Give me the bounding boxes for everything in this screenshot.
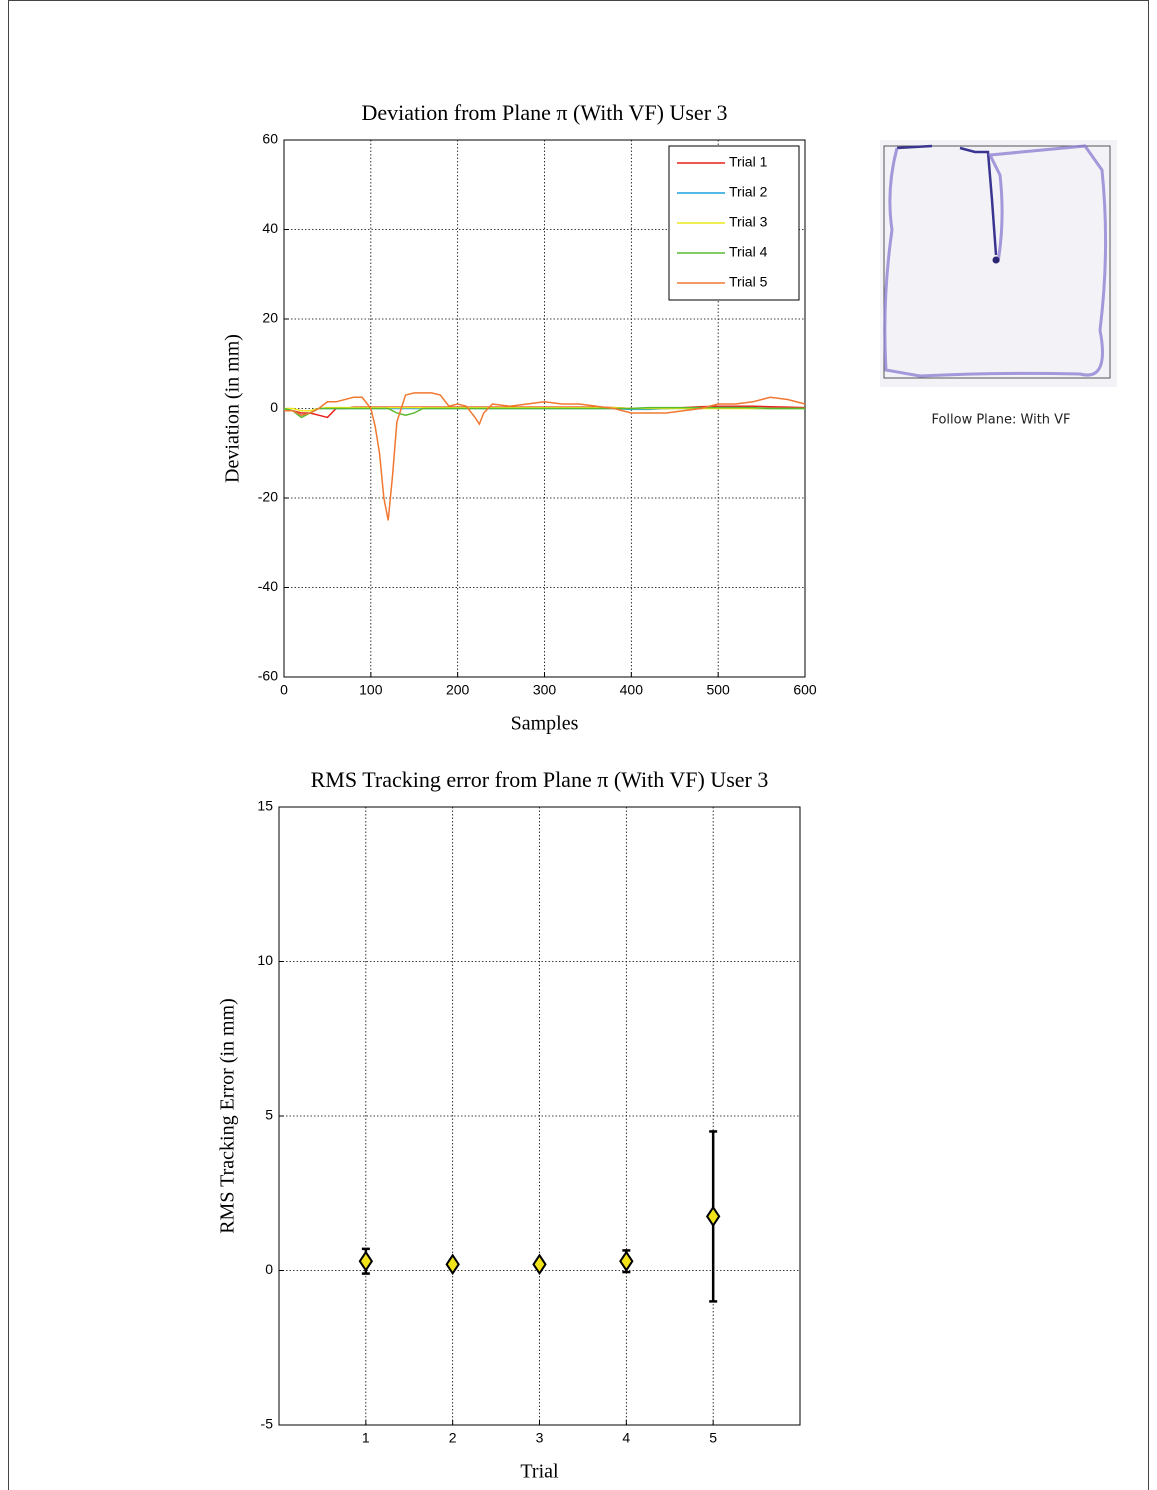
photo — [880, 140, 1117, 387]
y-tick-label: -20 — [258, 489, 278, 505]
y-tick-label: 40 — [262, 220, 278, 236]
legend-label: Trial 1 — [729, 154, 768, 170]
x-axis-label: Trial — [520, 1461, 559, 1483]
page: {"chart_data": [ {"type": "line", "title… — [0, 0, 1157, 1490]
x-tick-label: 2 — [449, 1430, 457, 1446]
x-tick-label: 500 — [706, 682, 730, 698]
photo-background — [880, 140, 1117, 387]
x-tick-label: 300 — [533, 682, 557, 698]
y-tick-label: -5 — [261, 1416, 274, 1432]
x-tick-label: 600 — [793, 682, 817, 698]
legend-label: Trial 4 — [729, 244, 768, 260]
x-tick-label: 100 — [359, 682, 383, 698]
y-tick-label: -60 — [258, 668, 278, 684]
x-tick-label: 1 — [362, 1430, 370, 1446]
y-tick-label: 0 — [265, 1261, 273, 1277]
x-tick-label: 200 — [446, 682, 470, 698]
legend-label: Trial 2 — [729, 184, 768, 200]
chart-title: RMS Tracking error from Plane π (With VF… — [311, 767, 769, 792]
x-tick-label: 3 — [536, 1430, 544, 1446]
y-tick-label: 15 — [257, 798, 273, 814]
photo-caption: Follow Plane: With VF — [931, 413, 1070, 428]
x-axis-label: Samples — [511, 713, 579, 735]
y-tick-label: 10 — [257, 952, 273, 968]
y-tick-label: -40 — [258, 578, 278, 594]
y-tick-label: 5 — [265, 1107, 273, 1123]
y-tick-label: 20 — [262, 310, 278, 326]
x-tick-label: 0 — [280, 682, 288, 698]
legend-label: Trial 3 — [729, 214, 768, 230]
chart-title: Deviation from Plane π (With VF) User 3 — [361, 100, 727, 125]
photo-mark — [993, 257, 1000, 264]
y-tick-label: 0 — [270, 399, 278, 415]
figure: Follow Plane: With VF 010020030040050060… — [0, 0, 1157, 1490]
legend-label: Trial 5 — [729, 274, 768, 290]
y-axis-label: RMS Tracking Error (in mm) — [217, 998, 239, 1234]
y-axis-label: Deviation (in mm) — [222, 334, 244, 483]
x-tick-label: 4 — [622, 1430, 630, 1446]
x-tick-label: 400 — [620, 682, 644, 698]
x-tick-label: 5 — [709, 1430, 717, 1446]
y-tick-label: 60 — [262, 131, 278, 147]
